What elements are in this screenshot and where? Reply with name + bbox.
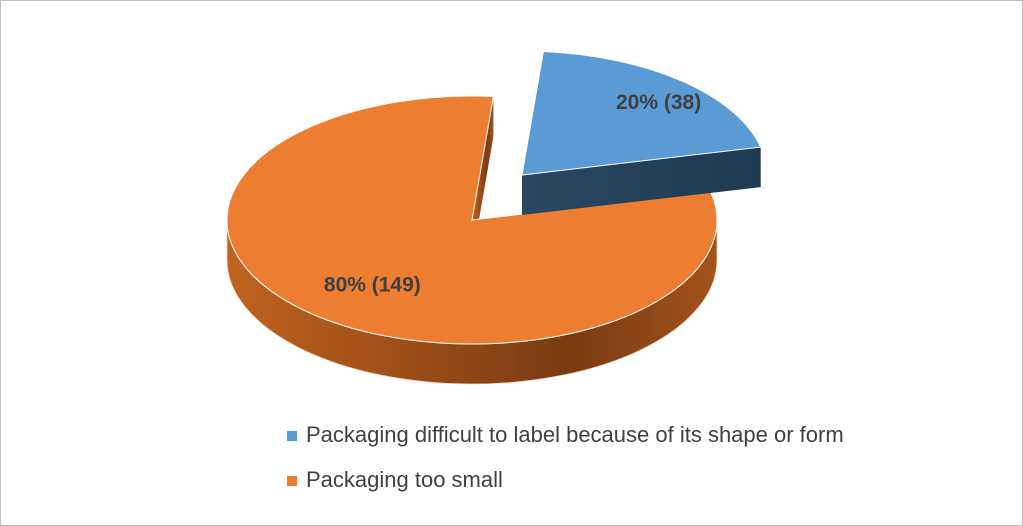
value-label: 80% (149)	[324, 274, 421, 297]
legend-label: Packaging difficult to label because of …	[306, 422, 844, 447]
value-label: 20% (38)	[616, 91, 701, 114]
legend-label: Packaging too small	[306, 467, 503, 492]
pie: 20% (38) 80% (149)	[226, 50, 762, 385]
legend-swatch	[287, 431, 297, 441]
slice	[521, 50, 762, 176]
legend: Packaging difficult to label because of …	[287, 422, 844, 492]
slice	[226, 95, 718, 345]
legend-swatch	[287, 476, 297, 486]
slice-face	[522, 147, 761, 215]
